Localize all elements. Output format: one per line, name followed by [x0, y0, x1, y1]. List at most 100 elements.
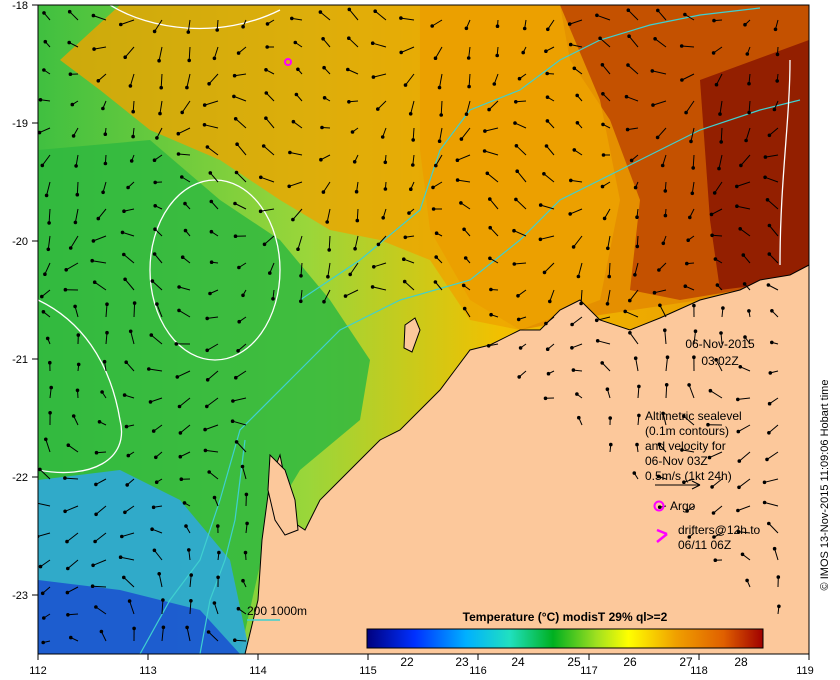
velocity-arrow-head [205, 404, 209, 409]
velocity-arrow [547, 19, 555, 30]
velocity-arrow-head [770, 340, 774, 345]
velocity-arrow-head [661, 241, 666, 246]
velocity-arrow-head [65, 539, 69, 544]
velocity-arrow-head [623, 309, 628, 314]
velocity-arrow [768, 284, 779, 291]
velocity-arrow-head [737, 485, 741, 490]
velocity-arrow-head [430, 24, 435, 28]
velocity-arrow-head [327, 248, 332, 252]
velocity-arrow-head [151, 429, 156, 433]
velocity-arrow-head [216, 524, 220, 528]
velocity-arrow-head [240, 464, 245, 469]
velocity-arrow-head [125, 483, 129, 487]
velocity-arrow-head [183, 228, 188, 233]
velocity-arrow [180, 424, 191, 434]
velocity-arrow [516, 170, 527, 183]
velocity-arrow-head [492, 82, 497, 86]
velocity-arrow-head [123, 277, 127, 282]
velocity-arrow-head [598, 36, 602, 41]
velocity-arrow [634, 262, 639, 275]
velocity-arrow-head [434, 255, 439, 259]
lon-tick-label: 115 [359, 665, 377, 677]
velocity-arrow-head [64, 268, 68, 272]
velocity-arrow-head [487, 107, 491, 112]
velocity-arrow [208, 631, 219, 642]
velocity-arrow-head [73, 304, 77, 309]
velocity-arrow-head [517, 76, 522, 81]
velocity-arrow-head [159, 85, 163, 90]
velocity-arrow-head [177, 404, 182, 409]
velocity-arrow [260, 208, 275, 212]
velocity-arrow [204, 424, 219, 431]
velocity-arrow-head [243, 550, 248, 555]
velocity-arrow-head [601, 122, 605, 127]
velocity-arrow-head [600, 361, 605, 365]
velocity-arrow [133, 303, 136, 318]
velocity-arrow-head [663, 189, 668, 193]
velocity-arrow-head [736, 397, 740, 402]
velocity-arrow-head [719, 140, 724, 144]
velocity-arrow [514, 262, 527, 265]
velocity-arrow-head [434, 231, 439, 235]
velocity-arrow [629, 289, 639, 301]
velocity-arrow-head [777, 604, 781, 609]
velocity-arrow [242, 466, 247, 480]
velocity-arrow-head [67, 9, 72, 14]
velocity-arrow-head [570, 322, 574, 327]
velocity-arrow-head [567, 22, 572, 26]
velocity-arrow [659, 305, 667, 318]
velocity-arrow-head [90, 584, 95, 589]
velocity-arrow-head [91, 563, 95, 568]
velocity-arrow-head [118, 555, 123, 560]
velocity-arrow-head [241, 578, 245, 583]
velocity-arrow-head [625, 127, 630, 132]
velocity-arrow-head [40, 591, 45, 596]
velocity-vectors [38, 7, 781, 645]
velocity-arrow [47, 235, 51, 250]
velocity-arrow [665, 357, 668, 372]
velocity-arrow-head [462, 306, 467, 311]
velocity-arrow-head [538, 237, 543, 242]
velocity-arrow-head [516, 294, 520, 298]
velocity-arrow-head [293, 40, 298, 45]
velocity-arrow-head [635, 442, 639, 447]
velocity-arrow-head [42, 11, 46, 15]
velocity-arrow-head [76, 362, 81, 367]
velocity-arrow [323, 289, 331, 302]
velocity-arrow-head [680, 78, 684, 82]
velocity-arrow [654, 38, 667, 48]
velocity-arrow-head [353, 246, 357, 251]
velocity-arrow [439, 127, 443, 142]
velocity-arrow-head [632, 471, 637, 475]
velocity-arrow-head [180, 110, 184, 115]
velocity-arrow [94, 46, 107, 50]
velocity-arrow [356, 208, 359, 221]
velocity-arrow [711, 478, 723, 488]
velocity-arrow-head [217, 550, 221, 555]
velocity-arrow [207, 370, 219, 381]
velocity-arrow-head [464, 112, 469, 116]
velocity-arrow-head [187, 58, 191, 63]
velocity-arrow-head [318, 10, 323, 14]
velocity-arrow-head [93, 539, 97, 544]
velocity-arrow-head [346, 67, 350, 72]
velocity-arrow [665, 384, 668, 399]
legend-altimetry-line: and velocity for [645, 439, 726, 453]
velocity-arrow-head [176, 152, 181, 156]
velocity-arrow-head [521, 50, 526, 55]
velocity-arrow-head [69, 635, 73, 640]
velocity-arrow-head [321, 190, 326, 194]
velocity-arrow-head [97, 420, 102, 424]
argo-legend-icon [653, 500, 665, 512]
velocity-arrow-head [152, 548, 157, 553]
velocity-arrow [188, 46, 191, 61]
lon-tick-label: 116 [469, 665, 487, 677]
velocity-arrow-head [488, 197, 492, 201]
velocity-arrow-head [664, 383, 669, 387]
velocity-arrow [431, 19, 443, 27]
velocity-arrow [690, 127, 695, 142]
velocity-arrow-head [322, 299, 326, 304]
velocity-arrow-head [264, 116, 268, 120]
velocity-arrow-head [545, 347, 550, 352]
velocity-arrow-head [48, 360, 52, 365]
